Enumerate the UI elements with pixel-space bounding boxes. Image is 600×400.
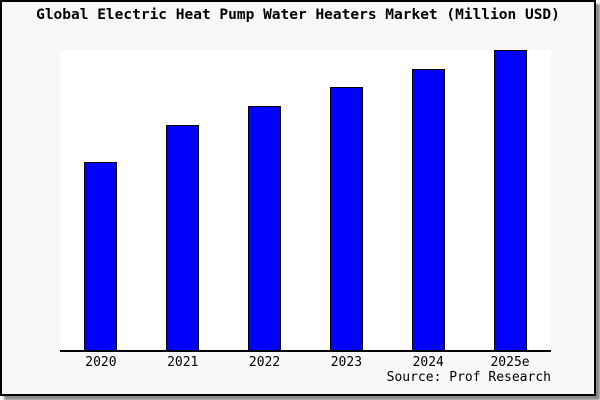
x-tick-label-2025e: 2025e [490,355,530,370]
bar-slot-2024 [387,50,469,350]
bar-slot-2021 [142,50,224,350]
bar-slot-2023 [305,50,387,350]
source-note: Source: Prof Research [386,370,551,385]
bars [60,50,551,350]
x-tick-label-2023: 2023 [330,355,363,370]
bar-2023 [329,86,363,350]
x-tick-label-2022: 2022 [248,355,281,370]
bar-slot-2020 [60,50,142,350]
chart-title: Global Electric Heat Pump Water Heaters … [36,7,560,23]
plot-area [60,50,551,352]
x-tick-label-2024: 2024 [412,355,444,370]
bar-2021 [166,125,200,350]
bar-slot-2025e [469,50,551,350]
bar-2025e [493,50,527,350]
x-tick-label-2020: 2020 [85,355,117,370]
bar-2022 [248,106,282,350]
bar-slot-2022 [224,50,306,350]
x-axis-labels: 2020 2021 2022 2023 2024 2025e [60,355,551,370]
bar-2024 [411,68,445,350]
x-tick-label-2021: 2021 [167,355,199,370]
bar-2020 [84,161,118,350]
